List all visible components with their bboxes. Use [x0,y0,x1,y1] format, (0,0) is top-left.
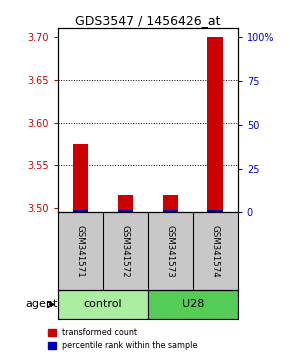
Bar [58,290,148,319]
Bar [207,37,223,212]
Bar [148,290,238,319]
Text: GSM341571: GSM341571 [76,225,85,278]
Text: U28: U28 [182,299,204,309]
Bar [117,210,133,212]
Bar [72,210,88,212]
Bar [162,210,178,212]
Text: GSM341574: GSM341574 [211,225,220,278]
Text: GSM341572: GSM341572 [121,225,130,278]
Bar [72,144,88,212]
Text: control: control [84,299,122,309]
Text: agent: agent [26,299,58,309]
Text: GSM341573: GSM341573 [166,225,175,278]
Legend: transformed count, percentile rank within the sample: transformed count, percentile rank withi… [48,328,197,350]
Bar [162,195,178,212]
Title: GDS3547 / 1456426_at: GDS3547 / 1456426_at [75,14,221,27]
Bar [117,195,133,212]
Bar [207,210,223,212]
